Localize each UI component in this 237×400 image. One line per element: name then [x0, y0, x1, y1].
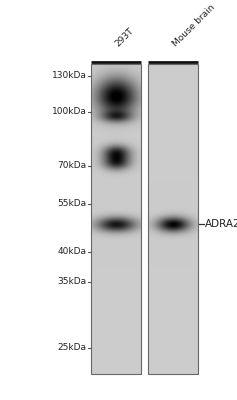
Bar [91, 64, 141, 374]
Text: 25kDa: 25kDa [58, 344, 87, 352]
Text: ADRA2C: ADRA2C [205, 219, 237, 229]
Text: 293T: 293T [114, 26, 136, 48]
Text: 55kDa: 55kDa [57, 200, 87, 208]
Text: 35kDa: 35kDa [57, 278, 87, 286]
Text: 70kDa: 70kDa [57, 162, 87, 170]
Text: 100kDa: 100kDa [52, 108, 87, 116]
Text: 130kDa: 130kDa [52, 72, 87, 80]
Text: 40kDa: 40kDa [58, 248, 87, 256]
Text: Mouse brain: Mouse brain [171, 2, 216, 48]
Bar [148, 64, 198, 374]
